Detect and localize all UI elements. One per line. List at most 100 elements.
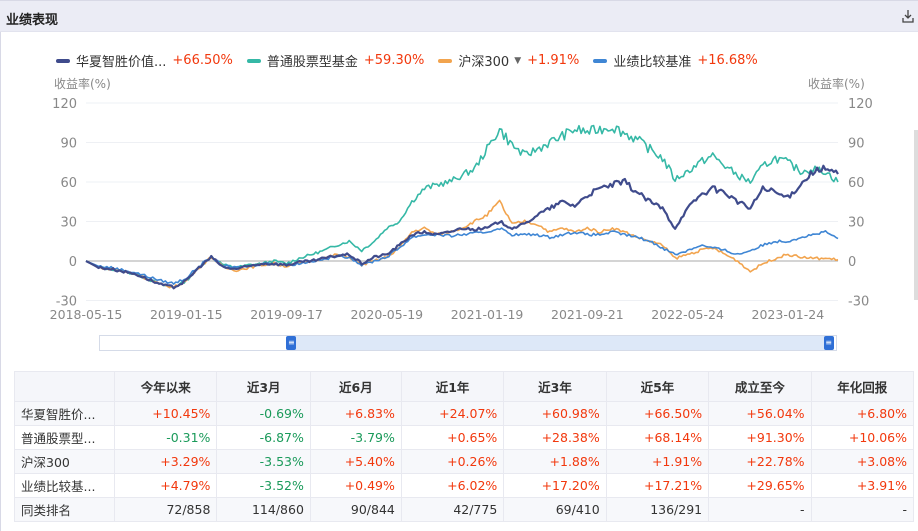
- zoom-slider[interactable]: ≡ ≡: [99, 335, 837, 351]
- legend-label: 华夏智胜价值...: [76, 55, 167, 70]
- legend-value: +16.68%: [697, 53, 758, 68]
- series-line: [85, 164, 839, 290]
- column-header: 成立至今: [708, 371, 812, 402]
- slider-selection[interactable]: [291, 336, 829, 350]
- table-cell: 114/860: [216, 497, 311, 522]
- table-cell: +6.02%: [400, 473, 505, 498]
- dropdown-caret-icon[interactable]: ▼: [514, 55, 522, 66]
- x-tick-label: 2023-01-24: [752, 307, 825, 322]
- y-tick-right: 90: [848, 137, 865, 152]
- table-cell: 90/844: [309, 497, 402, 522]
- download-icon[interactable]: [902, 9, 914, 23]
- legend-item[interactable]: 沪深300 ▼ +1.91%: [438, 51, 579, 70]
- table-cell: 136/291: [605, 497, 710, 522]
- y-tick-left: 60: [60, 176, 77, 191]
- table-cell: 69/410: [503, 497, 607, 522]
- x-tick-label: 2021-09-21: [551, 307, 624, 322]
- series-line: [85, 227, 839, 285]
- legend-label: 普通股票型基金: [266, 55, 358, 70]
- table-cell: +56.04%: [708, 401, 812, 426]
- table-row: 沪深300 +3.29% -3.53% +5.40% +0.26% +1.88% +1.91…: [14, 449, 915, 474]
- legend-swatch: [438, 58, 453, 63]
- legend-item[interactable]: 华夏智胜价值... +66.50%: [56, 51, 233, 70]
- y-tick-left: 90: [60, 137, 77, 152]
- y-tick-right: 120: [848, 97, 873, 112]
- table-cell: +3.29%: [113, 449, 218, 474]
- row-label: 沪深300: [14, 449, 115, 474]
- table-cell: +5.40%: [309, 449, 402, 474]
- table-header-row: 今年以来 近3月 近6月 近1年 近3年 近5年 成立至今 年化回报: [14, 371, 915, 402]
- column-header: 今年以来: [113, 371, 218, 402]
- slider-handle-right[interactable]: ≡: [823, 336, 834, 350]
- y-tick-right: 0: [848, 255, 856, 270]
- table-cell: +66.50%: [605, 401, 710, 426]
- returns-table: 今年以来 近3月 近6月 近1年 近3年 近5年 成立至今 年化回报 华夏智胜价... +10.…: [14, 371, 915, 522]
- y-tick-right: -30: [848, 295, 869, 310]
- x-tick-label: 2020-05-19: [350, 307, 423, 322]
- table-cell: +6.83%: [309, 401, 402, 426]
- section-title: 业绩表现: [6, 13, 59, 28]
- scrollbar[interactable]: [914, 130, 918, 300]
- legend-item[interactable]: 普通股票型基金 +59.30%: [246, 51, 425, 70]
- table-cell: +1.88%: [503, 449, 607, 474]
- column-header: [14, 371, 115, 402]
- row-label: 华夏智胜价...: [14, 401, 115, 426]
- table-cell: +0.65%: [400, 425, 505, 450]
- y-axis-title-left: 收益率(%): [54, 77, 111, 91]
- table-cell: -: [810, 497, 915, 522]
- table-cell: -0.69%: [216, 401, 311, 426]
- column-header: 近3年: [503, 371, 607, 402]
- section-header: 业绩表现: [0, 0, 918, 32]
- y-axis-title-right: 收益率(%): [808, 77, 865, 91]
- series-line: [85, 124, 839, 289]
- column-header: 近3月: [216, 371, 311, 402]
- legend-value: +59.30%: [363, 53, 425, 68]
- table-cell: +3.08%: [810, 449, 915, 474]
- table-row: 华夏智胜价... +10.45% -0.69% +6.83% +24.07% +60.98…: [14, 401, 915, 426]
- legend-label: 沪深300: [458, 55, 510, 70]
- table-cell: +29.65%: [708, 473, 812, 498]
- slider-handle-left[interactable]: ≡: [286, 336, 297, 350]
- panel-border: [0, 32, 1, 531]
- table-cell: 42/775: [400, 497, 505, 522]
- table-cell: +3.91%: [810, 473, 915, 498]
- table-cell: -6.87%: [216, 425, 311, 450]
- table-cell: +24.07%: [400, 401, 505, 426]
- chart-legend: 华夏智胜价值... +66.50% 普通股票型基金 +59.30% 沪深300 ▼ +1.9…: [56, 51, 772, 70]
- column-header: 近1年: [400, 371, 505, 402]
- legend-swatch: [593, 58, 608, 63]
- legend-swatch: [56, 58, 70, 63]
- column-header: 年化回报: [810, 371, 915, 402]
- table-cell: +68.14%: [605, 425, 710, 450]
- table-row: 同类排名 72/858 114/860 90/844 42/775 69/410 136/2…: [14, 497, 915, 522]
- legend-value: +1.91%: [527, 53, 580, 68]
- y-tick-left: 120: [52, 97, 77, 112]
- legend-item[interactable]: 业绩比较基准 +16.68%: [593, 51, 758, 70]
- table-cell: +91.30%: [708, 425, 812, 450]
- x-tick-label: 2021-01-19: [451, 307, 524, 322]
- table-cell: +17.21%: [605, 473, 710, 498]
- legend-swatch: [246, 58, 261, 63]
- table-cell: +0.26%: [400, 449, 505, 474]
- row-label: 普通股票型...: [14, 425, 115, 450]
- y-tick-left: -30: [56, 295, 77, 310]
- table-cell: +4.79%: [113, 473, 218, 498]
- column-header: 近5年: [605, 371, 710, 402]
- x-tick-label: 2019-09-17: [250, 307, 323, 322]
- y-tick-left: 30: [60, 216, 77, 231]
- table-cell: -3.53%: [216, 449, 311, 474]
- table-cell: -: [708, 497, 812, 522]
- table-cell: +10.45%: [113, 401, 218, 426]
- table-cell: +0.49%: [309, 473, 402, 498]
- legend-value: +66.50%: [172, 53, 233, 68]
- table-cell: +28.38%: [503, 425, 607, 450]
- table-row: 业绩比较基... +4.79% -3.52% +0.49% +6.02% +17.20% +…: [14, 473, 915, 498]
- table-cell: +1.91%: [605, 449, 710, 474]
- table-cell: -3.52%: [216, 473, 311, 498]
- x-tick-label: 2019-01-15: [150, 307, 223, 322]
- table-cell: +60.98%: [503, 401, 607, 426]
- legend-label: 业绩比较基准: [613, 55, 692, 70]
- table-cell: +17.20%: [503, 473, 607, 498]
- x-tick-label: 2022-05-24: [651, 307, 724, 322]
- row-label: 业绩比较基...: [14, 473, 115, 498]
